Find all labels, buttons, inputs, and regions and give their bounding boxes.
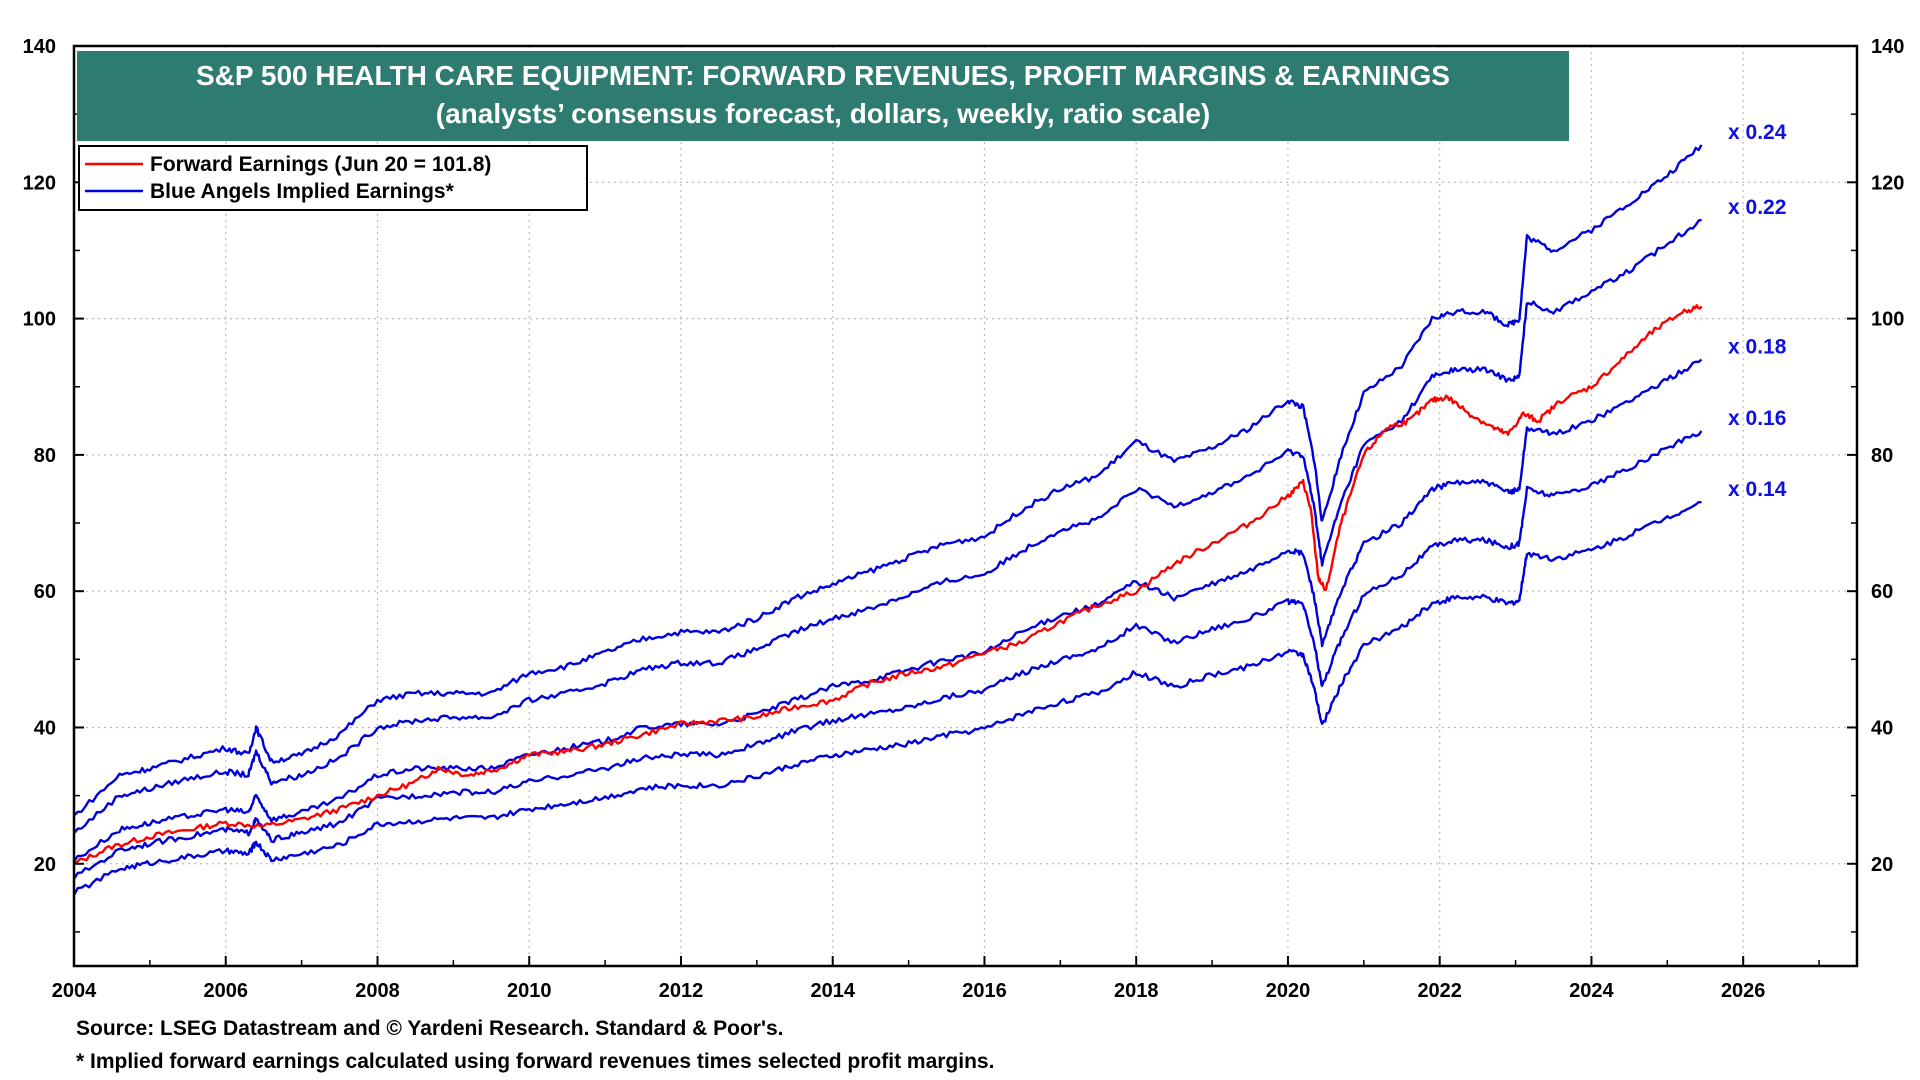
y-tick-label-right: 100 bbox=[1871, 309, 1904, 331]
y-tick-label-right: 120 bbox=[1871, 172, 1904, 194]
y-tick-label-left: 60 bbox=[34, 581, 56, 603]
legend-label: Blue Angels Implied Earnings* bbox=[150, 180, 455, 203]
x-tick-label: 2022 bbox=[1417, 980, 1462, 1002]
series-implied-earnings-line bbox=[73, 218, 1702, 835]
y-tick-label-right: 40 bbox=[1871, 717, 1893, 739]
source-note: Source: LSEG Datastream and © Yardeni Re… bbox=[76, 1017, 784, 1040]
legend: Forward Earnings (Jun 20 = 101.8) Blue An… bbox=[78, 145, 588, 211]
x-tick-label: 2010 bbox=[507, 980, 552, 1002]
plot-frame bbox=[72, 44, 1859, 968]
multiplier-label: x 0.24 bbox=[1728, 121, 1787, 144]
legend-box bbox=[78, 145, 588, 211]
ticks-layer: 2004 2006 2008 2010 2012 2014 2016 2018 2020 2022… bbox=[23, 36, 1905, 1002]
legend-label: Forward Earnings (Jun 20 = 101.8) bbox=[150, 153, 491, 176]
x-tick-label: 2026 bbox=[1721, 980, 1766, 1002]
multiplier-label: x 0.22 bbox=[1728, 196, 1786, 219]
y-tick-label-right: 140 bbox=[1871, 36, 1904, 58]
x-tick-label: 2004 bbox=[52, 980, 97, 1002]
y-tick-label-right: 60 bbox=[1871, 581, 1893, 603]
multiplier-labels: x 0.24 x 0.22 x 0.18 x 0.16 x 0.14 bbox=[1728, 121, 1787, 501]
chart-subtitle: (analysts’ consensus forecast, dollars, … bbox=[435, 98, 1211, 129]
y-tick-label-left: 80 bbox=[34, 445, 56, 467]
chart-title-box: S&P 500 HEALTH CARE EQUIPMENT: FORWARD R… bbox=[77, 51, 1569, 141]
series-implied-earnings-line bbox=[72, 430, 1703, 880]
y-tick-label-right: 20 bbox=[1871, 854, 1893, 876]
x-tick-label: 2018 bbox=[1114, 980, 1159, 1002]
x-tick-label: 2008 bbox=[355, 980, 400, 1002]
multiplier-label: x 0.14 bbox=[1728, 478, 1787, 501]
x-tick-label: 2020 bbox=[1266, 980, 1311, 1002]
y-tick-label-left: 100 bbox=[23, 309, 56, 331]
x-tick-label: 2006 bbox=[203, 980, 248, 1002]
chart-title: S&P 500 HEALTH CARE EQUIPMENT: FORWARD R… bbox=[196, 60, 1450, 91]
y-tick-label-right: 80 bbox=[1871, 445, 1893, 467]
series-implied-earnings-line bbox=[73, 358, 1703, 862]
x-tick-label: 2016 bbox=[962, 980, 1007, 1002]
multiplier-label: x 0.18 bbox=[1728, 335, 1787, 358]
series-forward-earnings bbox=[73, 304, 1703, 864]
y-tick-label-left: 40 bbox=[34, 717, 56, 739]
multiplier-label: x 0.16 bbox=[1728, 407, 1786, 430]
x-tick-label: 2024 bbox=[1569, 980, 1614, 1002]
series-implied-earnings-line bbox=[72, 501, 1702, 896]
x-tick-label: 2014 bbox=[810, 980, 855, 1002]
series-layer bbox=[72, 144, 1703, 896]
y-tick-label-left: 120 bbox=[23, 172, 56, 194]
y-tick-label-left: 140 bbox=[23, 36, 56, 58]
footnote: * Implied forward earnings calculated us… bbox=[76, 1050, 995, 1073]
y-tick-label-left: 20 bbox=[34, 854, 56, 876]
series-implied-earnings-line bbox=[73, 144, 1703, 817]
x-tick-label: 2012 bbox=[659, 980, 704, 1002]
